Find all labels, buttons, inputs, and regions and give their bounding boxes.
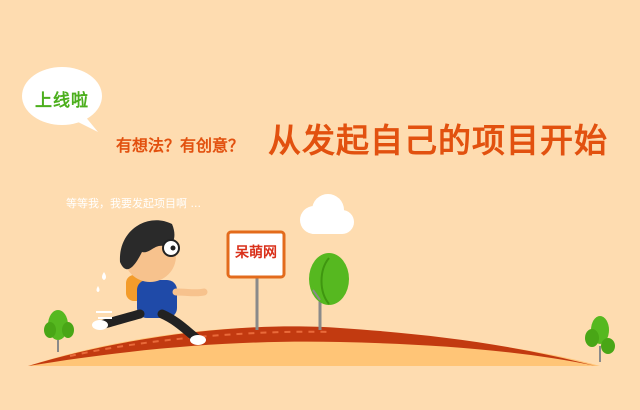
running-character [92,220,208,345]
sign-board [226,230,286,330]
small-tree-right-icon [585,316,615,362]
launch-badge-text: 上线啦 [35,91,89,111]
speech-bubble-shape [22,67,102,132]
small-tree-left-icon [44,310,74,352]
tagline-question: 有想法？有创意？ [116,136,245,155]
character-speech: 等等我，我要发起项目啊 ... [66,197,201,210]
cloud-icon [300,194,354,234]
tagline-headline: 从发起自己的项目开始 [268,121,608,160]
sign-label: 呆萌网 [235,245,277,261]
tree-icon [309,253,349,330]
hill-ground [28,326,600,366]
